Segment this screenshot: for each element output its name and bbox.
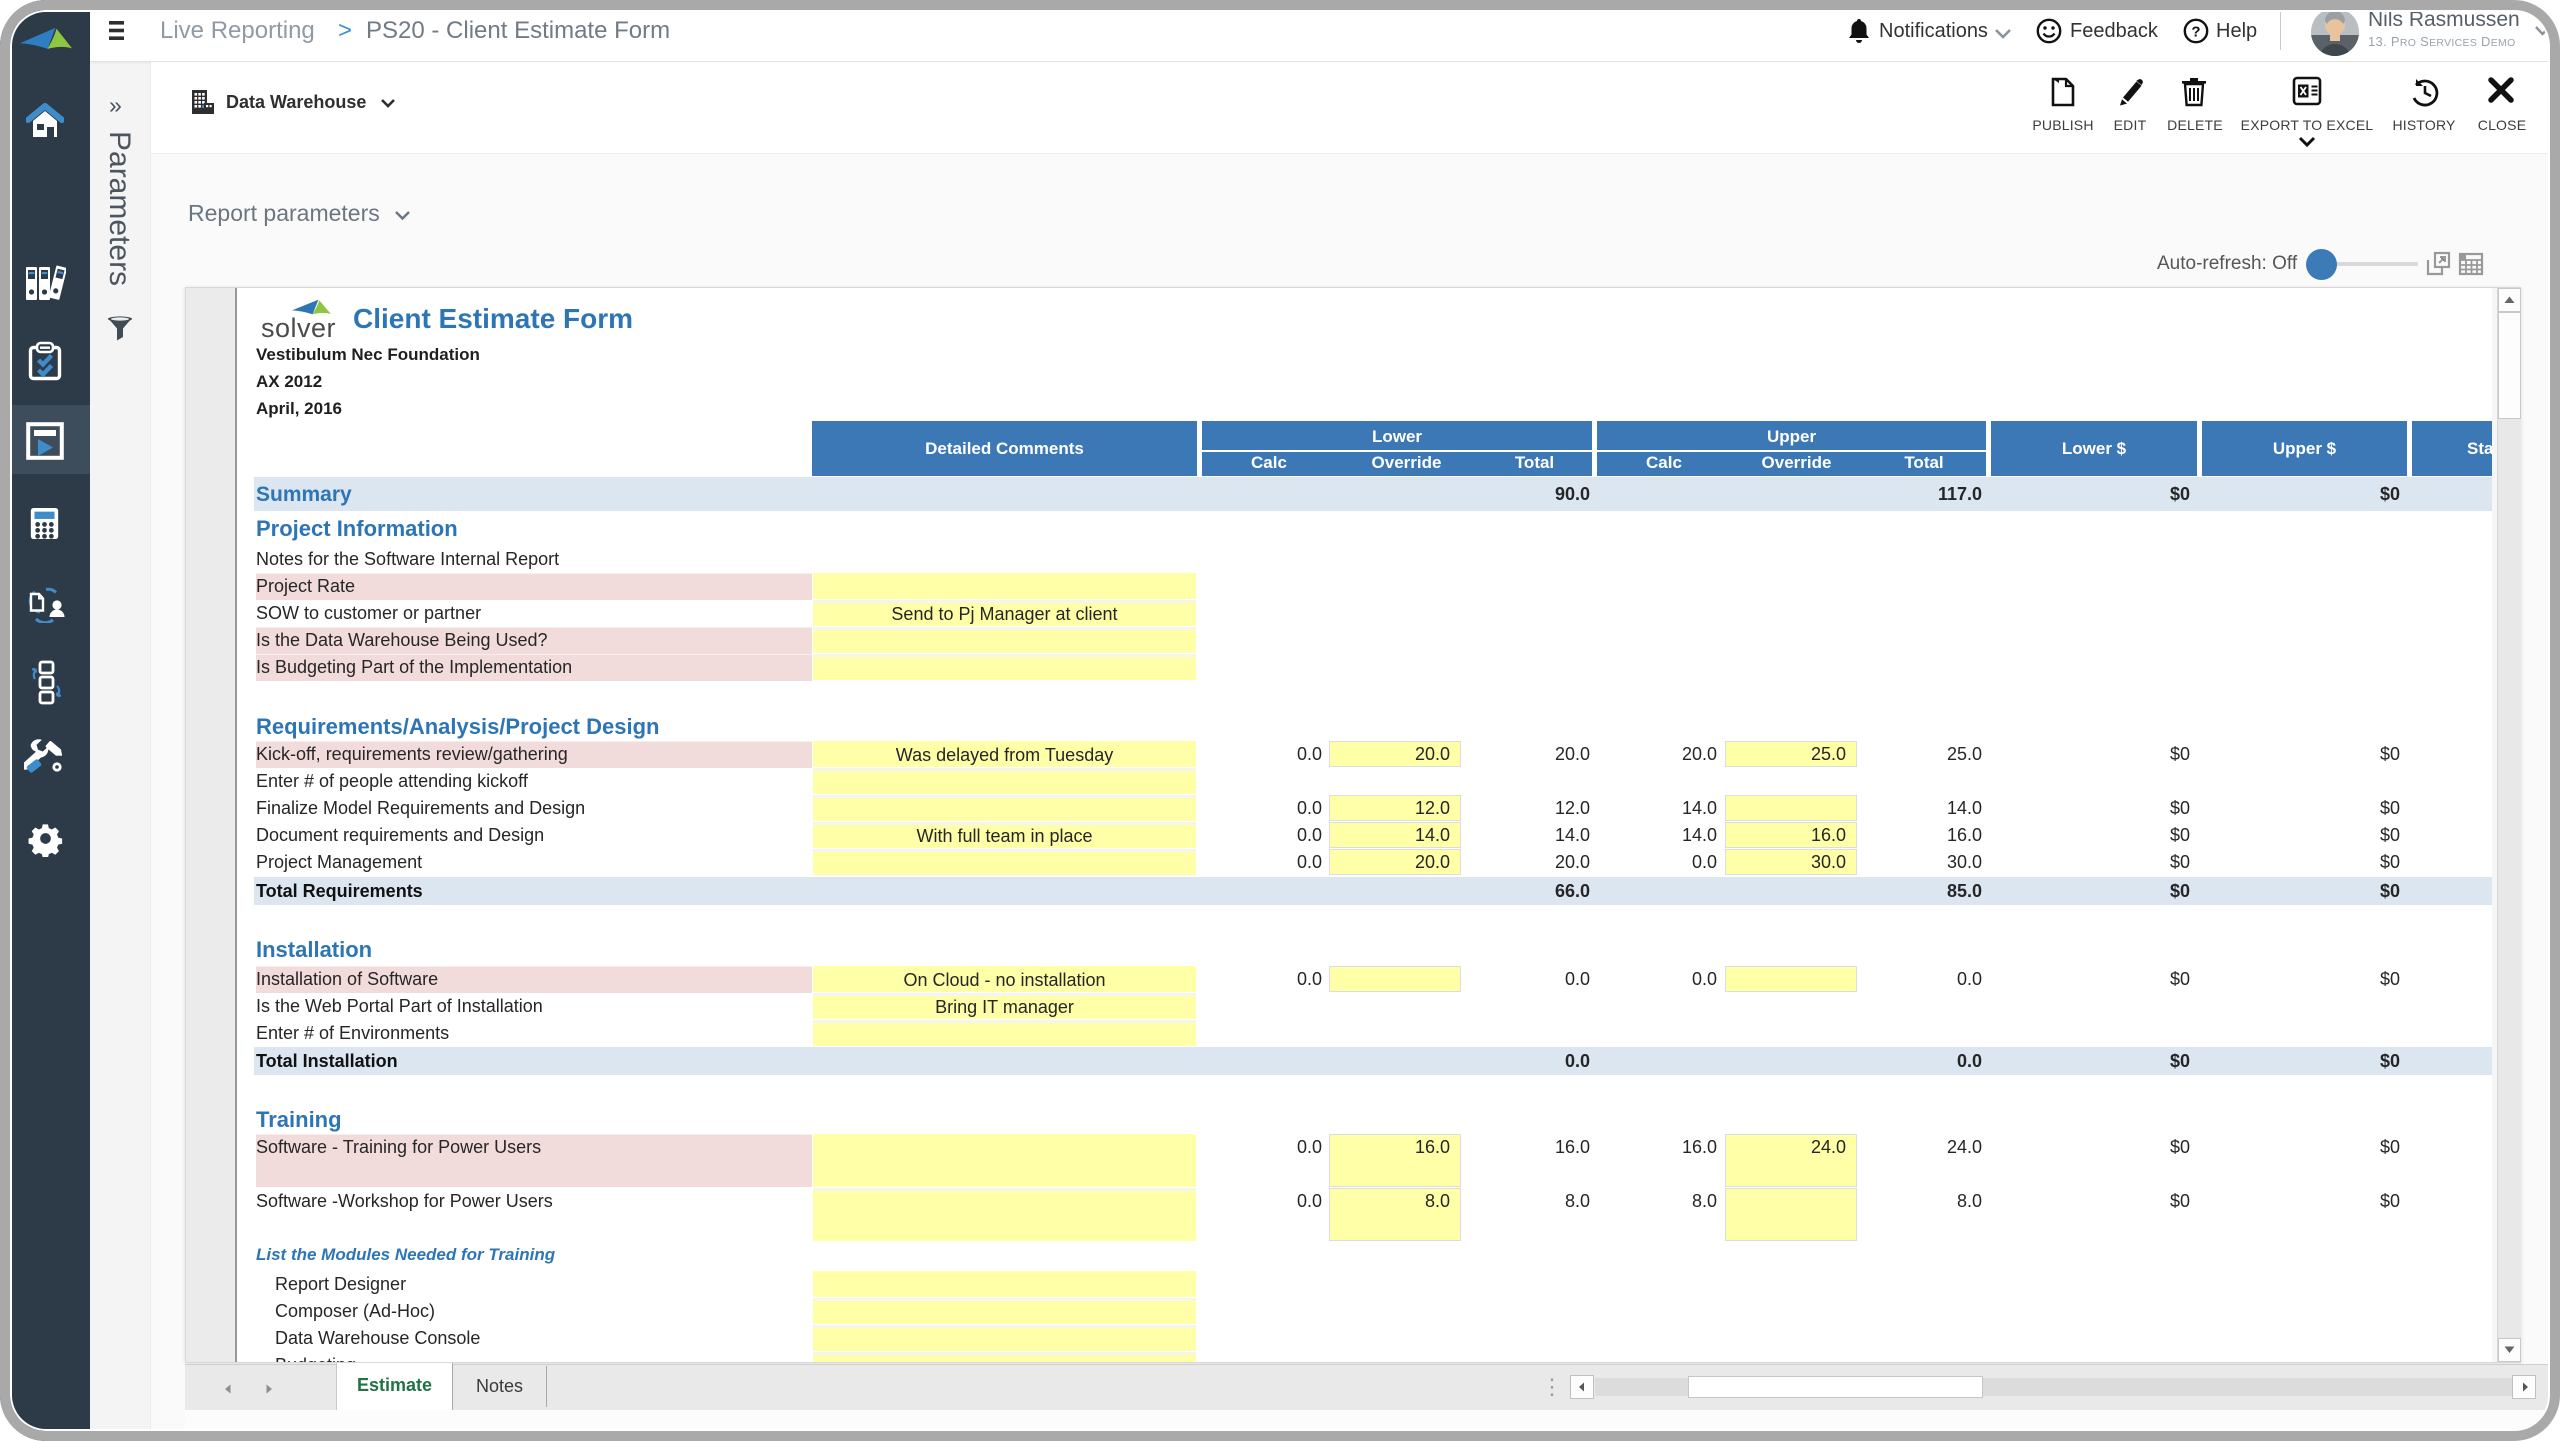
svg-text:?: ? (2191, 24, 2200, 41)
